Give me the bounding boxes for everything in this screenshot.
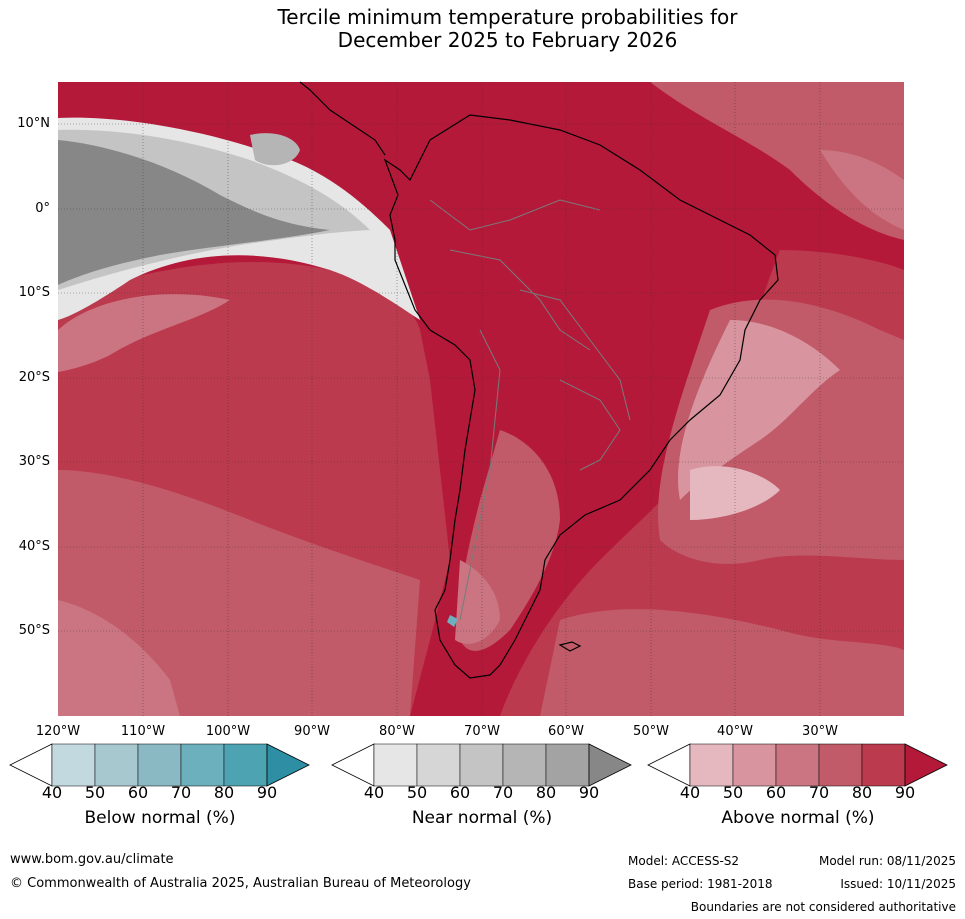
- lon-label: 60°W: [548, 724, 584, 739]
- lat-label: 0°: [35, 201, 50, 216]
- lat-label: 50°S: [18, 623, 50, 638]
- colorbar-tick: 90: [256, 783, 278, 802]
- coastlines: [299, 81, 779, 679]
- legend-below-label: Below normal (%): [84, 808, 236, 828]
- lat-label: 30°S: [18, 454, 50, 469]
- lon-label: 90°W: [294, 724, 330, 739]
- colorbar-tick: 50: [722, 783, 744, 802]
- colorbar-tick: 60: [765, 783, 787, 802]
- copyright-text: © Commonwealth of Australia 2025, Austra…: [10, 876, 471, 891]
- colorbar-near: [331, 743, 632, 787]
- colorbar-tick: 60: [127, 783, 149, 802]
- field-above-60-patagonia: [455, 560, 500, 644]
- legend-above-label: Above normal (%): [721, 808, 875, 828]
- falklands: [558, 641, 582, 652]
- chart-title-line2: December 2025 to February 2026: [337, 28, 678, 52]
- field-above-60-atlantic: [678, 320, 840, 500]
- central-america-coastline: [299, 81, 386, 156]
- colorbar-above: [647, 743, 948, 787]
- colorbar-tick: 40: [679, 783, 701, 802]
- country-borders: [429, 199, 631, 621]
- lat-label: 20°S: [18, 370, 50, 385]
- field-above-70-pacific: [58, 294, 230, 372]
- lat-label: 10°S: [18, 285, 50, 300]
- south-america-coastline: [383, 114, 779, 679]
- lat-label: 40°S: [18, 539, 50, 554]
- field-above-70-northeast: [650, 82, 904, 240]
- lon-label: 30°W: [802, 724, 838, 739]
- colorbar-tick: 40: [363, 783, 385, 802]
- field-near-70: [250, 133, 300, 166]
- colorbar-tick: 90: [578, 783, 600, 802]
- website-link[interactable]: www.bom.gov.au/climate: [10, 852, 174, 867]
- field-above-70-southpacific: [58, 470, 420, 716]
- lon-label: 120°W: [35, 724, 81, 739]
- model-run: Model run: 08/11/2025: [818, 854, 956, 868]
- lon-label: 70°W: [464, 724, 500, 739]
- legend-near-label: Near normal (%): [411, 808, 553, 828]
- colorbar-tick: 80: [851, 783, 873, 802]
- field-above-60-southwest: [58, 600, 180, 716]
- colorbar-tick: 80: [213, 783, 235, 802]
- colorbar-tick: 40: [41, 783, 63, 802]
- chart-title-line1: Tercile minimum temperature probabilitie…: [277, 5, 738, 29]
- colorbar-tick: 70: [808, 783, 830, 802]
- field-above-70-southatlantic: [540, 609, 904, 716]
- boundaries-disclaimer: Boundaries are not considered authoritat…: [690, 900, 956, 914]
- lon-label: 40°W: [717, 724, 753, 739]
- colorbar-tick: 70: [170, 783, 192, 802]
- base-period: Base period: 1981-2018: [628, 877, 773, 891]
- colorbar-tick: 50: [406, 783, 428, 802]
- colorbar-tick: 50: [84, 783, 106, 802]
- colorbar-tick: 90: [894, 783, 916, 802]
- field-near-90: [58, 140, 330, 285]
- field-below-glacier: [447, 615, 458, 627]
- colorbar-tick: 70: [492, 783, 514, 802]
- lon-label: 80°W: [379, 724, 415, 739]
- lat-label: 10°N: [17, 116, 50, 131]
- map-field: [58, 82, 904, 716]
- lon-label: 110°W: [120, 724, 166, 739]
- colorbar-below: [9, 743, 310, 787]
- issued-date: Issued: 10/11/2025: [840, 877, 956, 891]
- colorbar-tick: 80: [535, 783, 557, 802]
- graticule: [58, 82, 904, 716]
- lon-label: 100°W: [205, 724, 251, 739]
- model-name: Model: ACCESS-S2: [628, 854, 740, 868]
- lon-label: 50°W: [633, 724, 669, 739]
- field-above-60-northeast: [820, 150, 904, 230]
- colorbar-tick: 60: [449, 783, 471, 802]
